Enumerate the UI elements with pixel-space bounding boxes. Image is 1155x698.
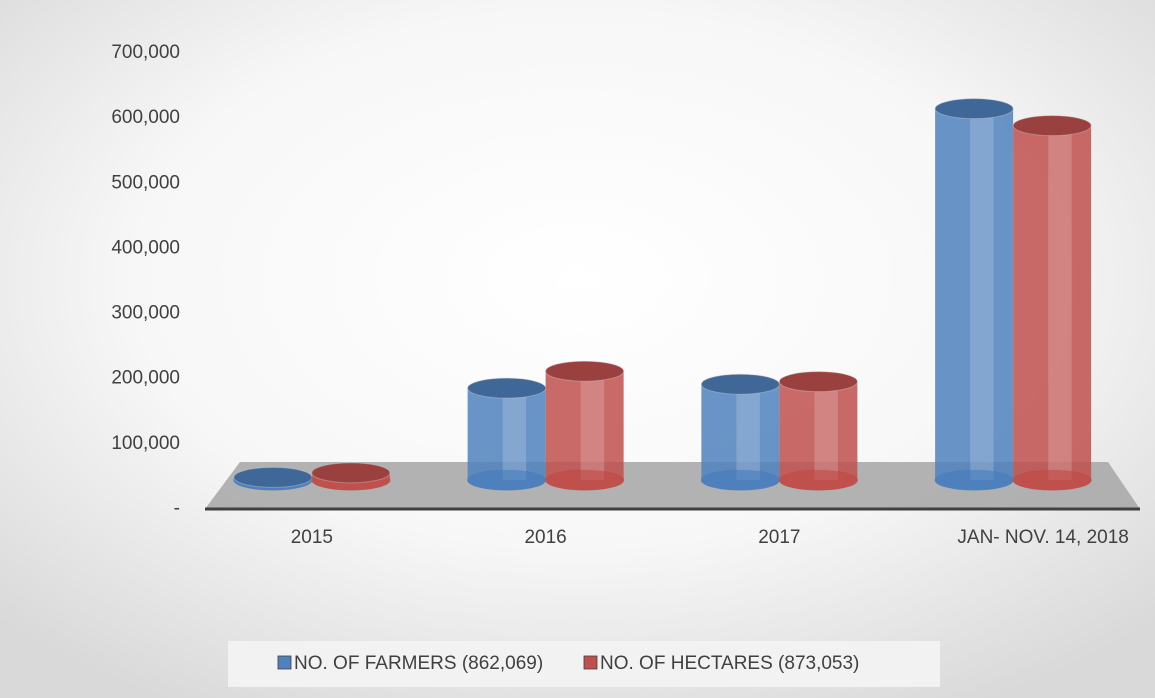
cylinder-body [545,371,624,480]
cylinder-top [545,360,625,382]
cylinder-top [233,466,313,488]
cylinder-front [779,470,858,490]
cylinder-body [467,388,546,480]
cylinder-top [1012,115,1092,137]
x-tick-label: 2015 [291,527,333,548]
y-tick-label: 100,000 [111,433,180,454]
cylinder [467,377,547,491]
x-tick-label: 2016 [524,527,566,548]
cylinder-front [1013,470,1092,490]
cylinder-front [545,470,624,490]
cylinder-highlight [814,381,838,480]
y-tick-label: - [174,498,180,519]
x-tick-label: JAN- NOV. 14, 2018 [957,527,1128,548]
y-tick-label: 300,000 [111,303,180,324]
cylinder [233,466,313,491]
cylinder [700,373,780,491]
cylinder [934,98,1014,491]
cylinder-highlight [580,371,605,480]
cylinder-highlight [1048,125,1072,480]
legend-swatch [583,655,598,670]
cylinder-front [935,470,1014,490]
cylinder [311,462,391,491]
x-tick-label: 2017 [758,527,800,548]
cylinder-highlight [502,388,527,480]
cylinder [545,360,625,491]
cylinder [1012,115,1092,491]
cylinder-body [1013,125,1092,480]
cylinder-highlight [970,108,994,480]
y-tick-label: 400,000 [111,237,180,258]
y-tick-label: 200,000 [111,368,180,389]
cylinder-top [778,371,858,393]
y-tick-label: 700,000 [111,42,180,63]
cylinder-top [934,98,1014,120]
legend-label: NO. OF HECTARES (873,053) [600,653,859,674]
y-tick-label: 600,000 [111,107,180,128]
y-tick-label: 500,000 [111,172,180,193]
cylinder-body [935,108,1014,480]
cylinder-body [779,381,858,480]
legend-swatch [277,655,292,670]
cylinder-body [701,384,780,480]
cylinder-top [311,462,391,484]
cylinder-front [467,470,546,490]
cylinder [778,371,858,491]
cylinder-top [467,377,547,399]
cylinder-highlight [736,384,760,480]
cylinder-front [701,470,780,490]
legend-label: NO. OF FARMERS (862,069) [294,653,543,674]
floor [205,462,1140,509]
cylinder-top [700,373,780,395]
